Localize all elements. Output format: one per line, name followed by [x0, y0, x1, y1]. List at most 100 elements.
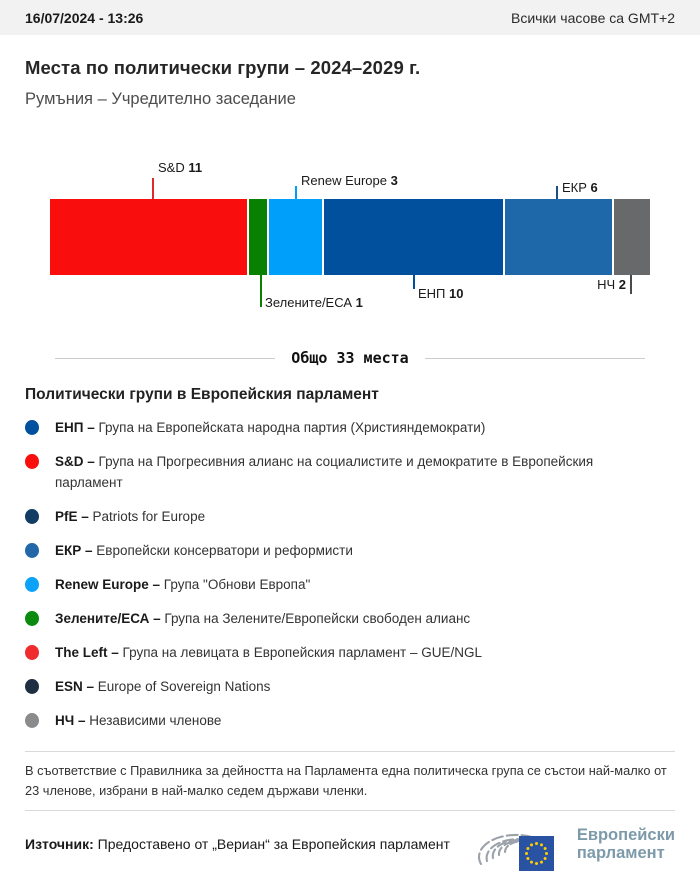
legend-item-pfe: PfE – Patriots for Europe [25, 506, 675, 527]
callout-greens-name: Зелените/ЕСА [265, 295, 353, 310]
ecr-color-dot [25, 543, 39, 558]
callout-tick-sd [152, 178, 154, 199]
callout-sd-name: S&D [158, 160, 185, 175]
renew-color-dot [25, 577, 39, 592]
title-block: Места по политически групи – 2024–2029 г… [0, 35, 700, 109]
ep-logo-line2: парламент [576, 844, 665, 862]
callout-ecr-name: ЕКР [562, 180, 587, 195]
source-text: Предоставено от „Вериан“ за Европейския … [97, 836, 450, 852]
bar-segment-greens[interactable] [248, 199, 267, 275]
callout-label-epp: ЕНП 10 [418, 286, 464, 301]
total-seats-divider: Общо 33 места [55, 349, 645, 367]
legend-abbr: ESN – [55, 679, 95, 694]
callout-ecr-value: 6 [590, 180, 598, 195]
footer-divider-top [25, 751, 675, 752]
callout-greens-value: 1 [355, 295, 363, 310]
header-bar: 16/07/2024 - 13:26 Всички часове са GMT+… [0, 0, 700, 35]
timezone-note: Всички часове са GMT+2 [510, 9, 675, 26]
page-subtitle: Румъния – Учредително заседание [25, 90, 296, 108]
source-row: Източник: Предоставено от „Вериан“ за Ев… [25, 815, 675, 873]
footnote-text: В съответствие с Правилника за дейността… [25, 763, 667, 798]
legend-desc: Група на Европейската народна партия (Хр… [98, 420, 486, 435]
legend-desc: Група на Прогресивния алианс на социалис… [55, 454, 594, 490]
legend-item-text: Зелените/ЕСА – Група на Зелените/Европей… [55, 608, 470, 629]
stacked-bar [50, 199, 650, 275]
callout-ni-value: 2 [618, 277, 626, 292]
divider-line-left [55, 357, 276, 359]
legend-abbr: НЧ – [55, 713, 86, 728]
legend-item-left: The Left – Група на левицата в Европейск… [25, 642, 675, 663]
bar-segment-epp[interactable] [324, 199, 503, 275]
legend-item-text: НЧ – Независими членове [55, 710, 221, 731]
esn-color-dot [25, 679, 39, 694]
callout-label-sd: S&D 11 [158, 160, 202, 175]
greens-color-dot [25, 611, 39, 626]
legend-abbr: The Left – [55, 645, 119, 660]
sd-color-dot [25, 454, 39, 469]
legend-item-text: ESN – Europe of Sovereign Nations [55, 676, 270, 697]
legend-heading: Политически групи в Европейския парламен… [25, 386, 379, 403]
ni-color-dot [25, 713, 39, 728]
legend-desc: Група "Обнови Европа" [163, 577, 311, 592]
legend-item-text: Renew Europe – Група "Обнови Европа" [55, 574, 310, 595]
callout-label-ni: НЧ 2 [541, 277, 626, 292]
legend-desc: Patriots for Europe [92, 509, 206, 524]
legend-item-epp: ЕНП – Група на Европейската народна парт… [25, 417, 675, 438]
legend-desc: Група на Зелените/Европейски свободен ал… [164, 611, 471, 626]
callout-label-renew: Renew Europe 3 [301, 173, 398, 188]
legend-list: ЕНП – Група на Европейската народна парт… [25, 417, 675, 731]
callout-tick-ecr [556, 186, 558, 199]
callout-tick-ni [630, 275, 632, 294]
legend-item-esn: ESN – Europe of Sovereign Nations [25, 676, 675, 697]
callout-renew-name: Renew Europe [301, 173, 387, 188]
callout-label-ecr: ЕКР 6 [562, 180, 598, 195]
callout-tick-epp [413, 275, 415, 289]
callout-tick-renew [295, 186, 297, 199]
source-label: Източник: [25, 836, 94, 852]
bar-segment-ecr[interactable] [504, 199, 613, 275]
total-seats-label: Общо 33 места [291, 349, 409, 367]
legend-item-text: PfE – Patriots for Europe [55, 506, 205, 527]
legend-item-text: ЕКР – Европейски консерватори и реформис… [55, 540, 353, 561]
pfe-color-dot [25, 509, 39, 524]
callout-tick-greens [260, 275, 262, 307]
legend-item-ecr: ЕКР – Европейски консерватори и реформис… [25, 540, 675, 561]
bar-segment-renew[interactable] [268, 199, 323, 275]
legend-abbr: Renew Europe – [55, 577, 161, 592]
legend-item-renew: Renew Europe – Група "Обнови Европа" [25, 574, 675, 595]
legend-item-text: The Left – Група на левицата в Европейск… [55, 642, 482, 663]
legend-item-greens: Зелените/ЕСА – Група на Зелените/Европей… [25, 608, 675, 629]
legend-desc: Група на левицата в Европейския парламен… [122, 645, 482, 660]
callout-ni-name: НЧ [597, 277, 616, 292]
legend-item-text: ЕНП – Група на Европейската народна парт… [55, 417, 485, 438]
legend-abbr: ЕКР – [55, 543, 93, 558]
ep-logo-line1: Европейски [576, 826, 675, 844]
callout-epp-value: 10 [449, 286, 464, 301]
bar-segment-sd[interactable] [50, 199, 247, 275]
divider-line-right [424, 357, 645, 359]
ep-hemicycle-icon [477, 833, 554, 871]
legend-desc: Независими членове [89, 713, 222, 728]
eu-flag [518, 836, 554, 871]
callout-renew-value: 3 [390, 173, 398, 188]
legend-desc: Europe of Sovereign Nations [97, 679, 271, 694]
page-title: Места по политически групи – 2024–2029 г… [25, 57, 421, 78]
seat-distribution-chart: S&D 11 Renew Europe 3 ЕКР 6 ЕНП 10 Зелен… [0, 149, 700, 319]
legend-abbr: Зелените/ЕСА – [55, 611, 161, 626]
legend-item-ni: НЧ – Независими членове [25, 710, 675, 731]
datetime-text: 16/07/2024 - 13:26 [25, 9, 144, 26]
callout-label-greens: Зелените/ЕСА 1 [265, 295, 363, 310]
epp-color-dot [25, 420, 39, 435]
legend-item-sd: S&D – Група на Прогресивния алианс на со… [25, 451, 675, 493]
european-parliament-logo[interactable]: Европейски парламент [467, 815, 675, 873]
source-line: Източник: Предоставено от „Вериан“ за Ев… [25, 836, 450, 852]
bar-segment-ni[interactable] [614, 199, 650, 275]
legend-abbr: PfE – [55, 509, 89, 524]
ep-logo-text: Европейски парламент [577, 826, 675, 862]
left-color-dot [25, 645, 39, 660]
legend-item-text: S&D – Група на Прогресивния алианс на со… [55, 451, 635, 493]
legend-abbr: S&D – [55, 454, 95, 469]
footer-divider-bottom [25, 810, 675, 811]
callout-epp-name: ЕНП [418, 286, 446, 301]
legend-abbr: ЕНП – [55, 420, 95, 435]
